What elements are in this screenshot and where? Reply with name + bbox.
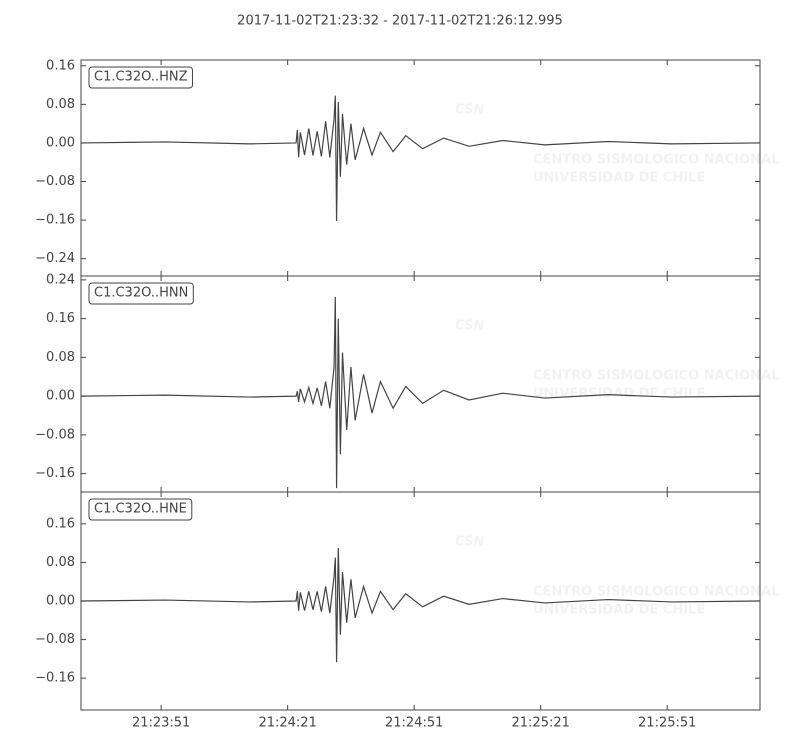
watermark-line: CENTRO SISMOLOGICO NACIONAL <box>533 153 779 168</box>
watermark-line: CENTRO SISMOLOGICO NACIONAL <box>533 369 779 384</box>
plot-frame <box>80 491 761 711</box>
x-tick-label: 21:25:21 <box>512 716 570 731</box>
watermark-logo: CSN <box>455 319 484 334</box>
x-tick-label: 21:24:51 <box>385 716 443 731</box>
waveform <box>80 296 761 489</box>
waveform <box>80 547 761 663</box>
y-tick-label: −0.08 <box>35 632 75 647</box>
watermark-line: UNIVERSIDAD DE CHILE <box>533 603 705 618</box>
y-tick-label: 0.16 <box>46 311 75 326</box>
trace-label: C1.C32O..HNE <box>94 502 187 517</box>
x-tick-label: 21:25:51 <box>638 716 696 731</box>
y-tick-label: 0.08 <box>46 555 75 570</box>
watermark-line: CENTRO SISMOLOGICO NACIONAL <box>533 585 779 600</box>
trace-label: C1.C32O..HNN <box>94 286 188 301</box>
y-tick-label: −0.08 <box>35 427 75 442</box>
y-tick-label: −0.24 <box>35 251 75 266</box>
watermark-logo: CSN <box>455 103 484 118</box>
waveform <box>80 95 761 222</box>
y-tick-label: 0.08 <box>46 97 75 112</box>
y-tick-label: 0.24 <box>46 272 75 287</box>
y-tick-label: 0.16 <box>46 58 75 73</box>
y-tick-label: −0.08 <box>35 174 75 189</box>
y-tick-label: 0.08 <box>46 350 75 365</box>
y-tick-label: 0.16 <box>46 516 75 531</box>
trace-label-box <box>88 66 193 89</box>
trace-label-box <box>88 282 194 305</box>
trace-label-box <box>88 498 193 521</box>
y-tick-label: −0.16 <box>35 466 75 481</box>
trace-label: C1.C32O..HNZ <box>94 70 188 85</box>
x-tick-label: 21:24:21 <box>258 716 316 731</box>
chart-title: 2017-11-02T21:23:32 - 2017-11-02T21:26:1… <box>237 14 563 29</box>
y-tick-label: 0.00 <box>46 594 75 609</box>
watermark-line: UNIVERSIDAD DE CHILE <box>533 171 705 186</box>
watermark-logo: CSN <box>455 535 484 550</box>
x-tick-label: 21:23:51 <box>132 716 190 731</box>
y-tick-label: −0.16 <box>35 671 75 686</box>
y-tick-label: −0.16 <box>35 213 75 228</box>
watermark-line: UNIVERSIDAD DE CHILE <box>533 387 705 402</box>
plot-frame <box>80 59 761 277</box>
plot-frame <box>80 275 761 493</box>
y-tick-label: 0.00 <box>46 135 75 150</box>
y-tick-label: 0.00 <box>46 389 75 404</box>
